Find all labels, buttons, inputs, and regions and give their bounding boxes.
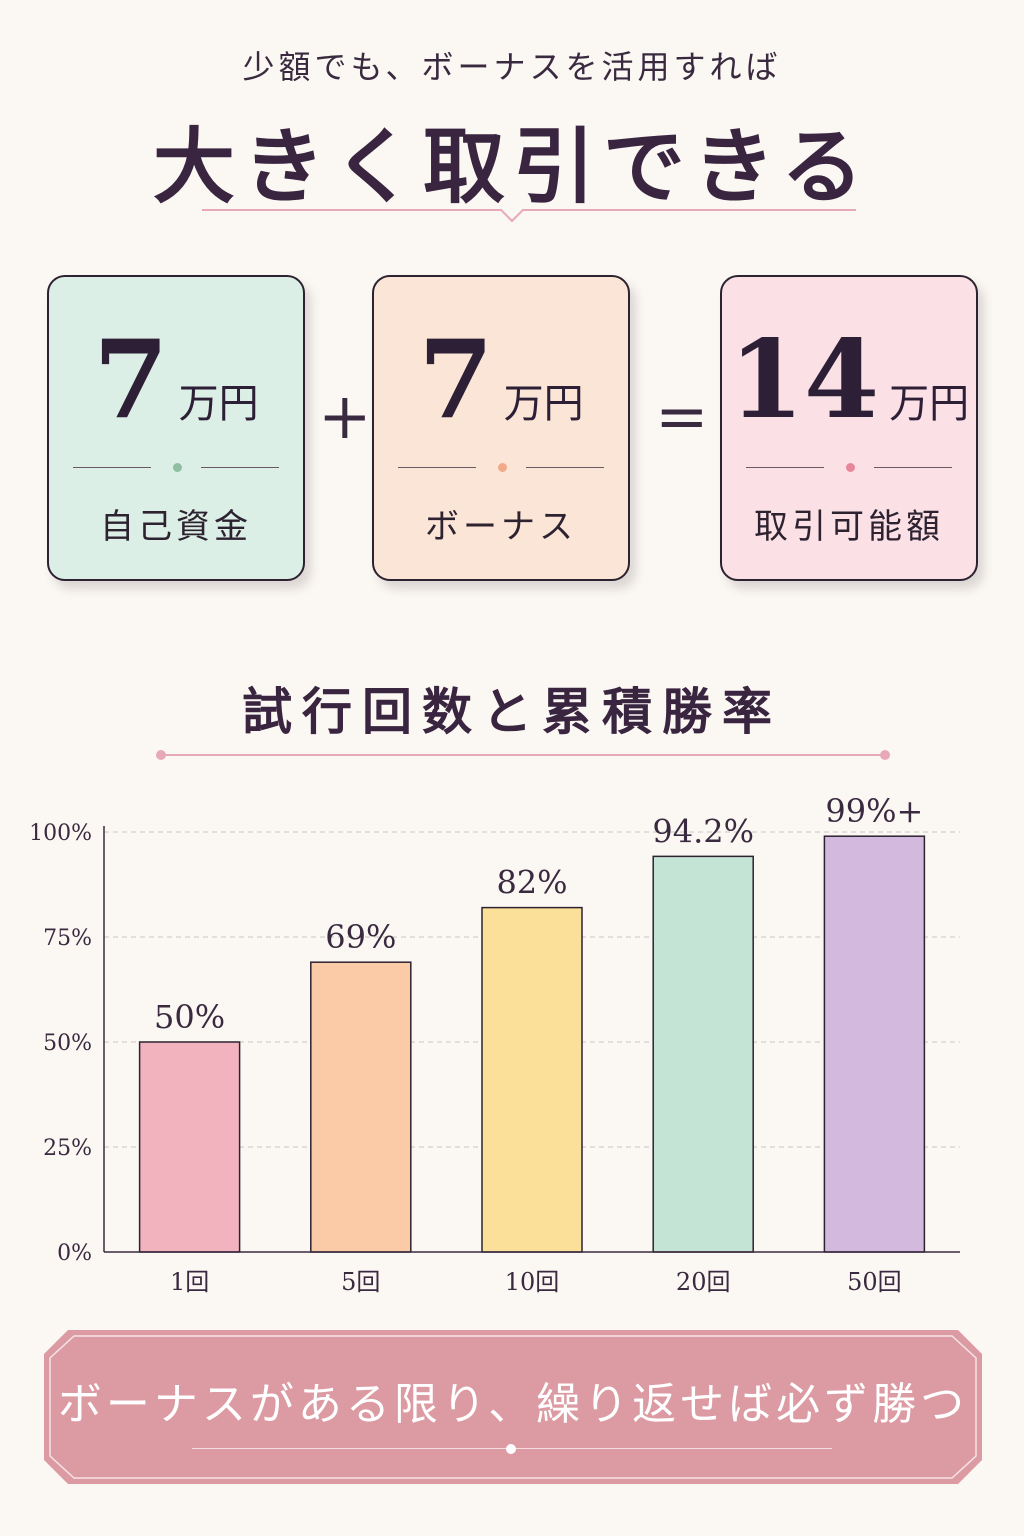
card-bonus: 7 万円 ボーナス [372, 275, 630, 581]
banner-divider-dot [506, 1444, 516, 1454]
card-own-funds: 7 万円 自己資金 [47, 275, 305, 581]
page-subtitle: 少額でも、ボーナスを活用すれば [242, 48, 782, 86]
card-divider [73, 467, 151, 468]
card-bonus-number: 7 [418, 317, 494, 443]
conclusion-banner-text: ボーナスがある限り、繰り返せば必ず勝つ [57, 1379, 969, 1430]
bar [310, 961, 412, 1253]
bar [652, 855, 754, 1253]
card-dot [846, 463, 855, 472]
data-label: 99%+ [825, 792, 923, 830]
x-tick-label: 20回 [676, 1268, 731, 1296]
card-divider [398, 467, 476, 468]
x-tick-label: 10回 [505, 1268, 560, 1296]
card-own-funds-label: 自己資金 [100, 507, 252, 547]
x-tick-label: 5回 [341, 1268, 380, 1296]
y-tick-label: 100% [29, 821, 92, 846]
bar [481, 906, 583, 1253]
y-tick-label: 50% [43, 1031, 92, 1056]
card-trade-amount: 14 万円 取引可能額 [720, 275, 978, 581]
data-label: 82% [496, 864, 567, 902]
card-bonus-label: ボーナス [425, 507, 577, 547]
page-headline: 大きく取引できる [152, 119, 872, 215]
card-divider [201, 467, 279, 468]
x-tick-label: 50回 [847, 1268, 902, 1296]
chart-title-divider-dot-right [880, 750, 890, 760]
data-label: 94.2% [652, 812, 754, 850]
bar [138, 1041, 241, 1253]
y-tick-label: 25% [43, 1136, 92, 1161]
chart-title: 試行回数と累積勝率 [242, 682, 782, 741]
card-own-funds-unit: 万円 [178, 381, 259, 427]
win-rate-bar-chart: 0% 25% 50% 75% 100% 50% 1回 69% 5回 82% 10回 94.2% 20回 9… [29, 792, 960, 1296]
chart-title-divider [160, 754, 886, 756]
data-label: 50% [154, 998, 225, 1036]
card-trade-amount-label: 取引可能額 [754, 507, 944, 547]
card-divider [746, 467, 824, 468]
card-bonus-unit: 万円 [503, 381, 584, 427]
x-tick-label: 1回 [170, 1268, 209, 1296]
card-trade-amount-number: 14 [728, 317, 880, 443]
card-own-funds-number: 7 [93, 317, 169, 443]
y-tick-label: 75% [43, 926, 92, 951]
plus-sign: + [318, 380, 372, 454]
headline-divider [202, 209, 856, 211]
card-divider [526, 467, 604, 468]
data-label: 69% [325, 918, 396, 956]
card-dot [173, 463, 182, 472]
conclusion-banner [44, 1330, 982, 1484]
equals-sign: = [655, 380, 709, 454]
chart-title-divider-dot-left [156, 750, 166, 760]
card-divider [874, 467, 952, 468]
y-tick-label: 0% [57, 1241, 92, 1266]
card-dot [498, 463, 507, 472]
card-trade-amount-unit: 万円 [889, 381, 970, 427]
bar [823, 835, 926, 1253]
